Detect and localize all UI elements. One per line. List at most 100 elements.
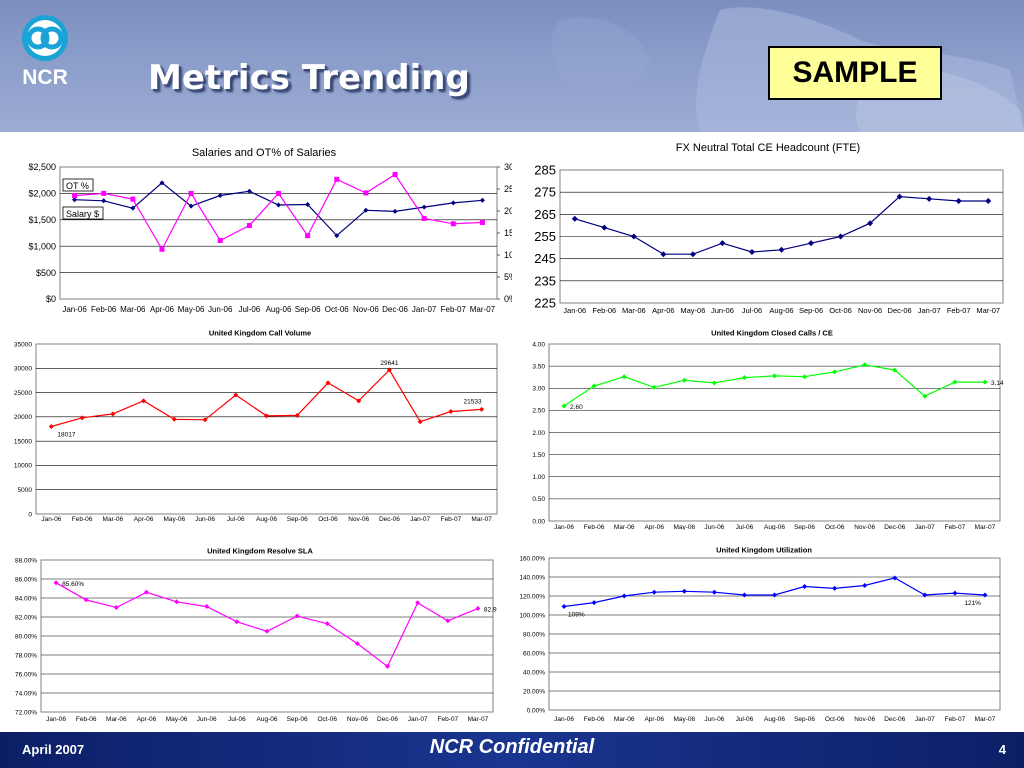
y-tick-label: 140.00% (519, 574, 545, 581)
y2-tick-label: 5% (504, 272, 512, 282)
y-tick-label: 0.00% (527, 707, 546, 714)
y-tick-label: 120.00% (519, 593, 545, 600)
x-tick-label: Dec-06 (888, 306, 912, 315)
y2-tick-label: 25% (504, 184, 512, 194)
y-tick-label: 80.00% (523, 631, 545, 638)
x-tick-label: Jun-06 (704, 524, 724, 530)
chart-title: United Kingdom Call Volume (209, 329, 311, 338)
data-point (772, 592, 777, 598)
x-tick-label: Dec-06 (884, 524, 905, 530)
data-point (305, 233, 311, 239)
chart-title: United Kingdom Closed Calls / CE (711, 329, 833, 338)
x-tick-label: Jun-06 (197, 716, 217, 723)
data-point (450, 200, 456, 206)
x-tick-label: Nov-06 (854, 716, 875, 723)
y-tick-label: 15000 (14, 438, 32, 445)
y-tick-label: 3.50 (532, 363, 545, 370)
data-point (83, 597, 89, 603)
x-tick-label: Jan-06 (554, 524, 574, 530)
footer-date: April 2007 (22, 742, 85, 757)
data-point (445, 618, 451, 624)
data-label: 21533 (464, 398, 482, 405)
x-tick-label: Mar-07 (976, 306, 1000, 315)
x-tick-label: Jan-06 (46, 716, 66, 723)
y-tick-label: 235 (534, 273, 556, 288)
y2-tick-label: 15% (504, 228, 512, 238)
y-tick-label: 74.00% (15, 690, 37, 697)
y2-tick-label: 30% (504, 162, 512, 172)
x-tick-label: Nov-06 (854, 524, 875, 530)
y2-tick-label: 0% (504, 294, 512, 304)
data-point (778, 246, 785, 253)
page-number: 4 (998, 742, 1006, 757)
data-label: 85.60% (62, 581, 84, 588)
x-tick-label: Feb-07 (947, 306, 971, 315)
x-tick-label: May-06 (166, 716, 188, 723)
y2-tick-label: 20% (504, 206, 512, 216)
data-point (174, 599, 180, 605)
y-tick-label: 255 (534, 229, 556, 244)
data-point (896, 193, 903, 200)
legend-label: Salary $ (66, 209, 99, 219)
data-point (354, 641, 360, 647)
x-tick-label: Apr-06 (137, 716, 157, 723)
data-point (867, 220, 874, 227)
data-point (711, 380, 717, 386)
x-tick-label: Sep-06 (295, 305, 321, 314)
x-tick-label: Oct-06 (829, 306, 852, 315)
data-label: 18017 (57, 431, 75, 438)
data-point (234, 619, 240, 625)
y-tick-label: 285 (534, 163, 556, 178)
y-tick-label: $2,000 (28, 189, 56, 199)
y-tick-label: 0.00 (532, 518, 545, 525)
chart-title: United Kingdom Resolve SLA (207, 547, 313, 556)
y-tick-label: 160.00% (519, 555, 545, 562)
x-tick-label: Feb-06 (76, 716, 97, 723)
data-point (143, 589, 149, 595)
x-tick-label: Mar-07 (975, 524, 996, 530)
data-point (561, 603, 567, 609)
x-tick-label: Mar-06 (120, 305, 146, 314)
data-point (832, 585, 838, 591)
data-point (985, 198, 992, 205)
data-point (276, 202, 281, 208)
x-tick-label: Feb-07 (437, 716, 458, 723)
data-point (159, 246, 165, 252)
data-point (479, 219, 485, 225)
x-tick-label: Apr-06 (644, 524, 664, 530)
data-point (651, 384, 657, 390)
data-point (892, 575, 898, 581)
y-tick-label: 5000 (18, 487, 33, 494)
x-tick-label: Jan-07 (918, 306, 941, 315)
y-tick-label: 245 (534, 251, 556, 266)
data-point (421, 215, 427, 221)
y-tick-label: $500 (36, 268, 56, 278)
data-point (926, 195, 933, 202)
x-tick-label: Oct-06 (825, 524, 845, 530)
salaries-ot-chart: Salaries and OT% of Salaries $0 $500 $1,000… (0, 132, 512, 318)
x-tick-label: May-06 (178, 305, 205, 314)
x-tick-label: Jul-06 (742, 306, 762, 315)
data-point (681, 377, 687, 383)
data-label: 109% (568, 611, 585, 618)
data-point (862, 362, 868, 368)
data-point (324, 621, 330, 627)
data-point (72, 193, 78, 199)
x-tick-label: Jun-06 (704, 716, 724, 723)
x-tick-label: Aug-06 (257, 716, 278, 723)
y-tick-label: 265 (534, 207, 556, 222)
data-point (421, 204, 427, 210)
data-point (630, 233, 637, 240)
data-point (689, 251, 696, 258)
data-point (415, 600, 421, 606)
y-tick-label: 225 (534, 296, 556, 311)
x-tick-label: Nov-06 (353, 305, 379, 314)
footer-confidential: NCR Confidential (429, 736, 595, 758)
x-tick-label: Dec-06 (377, 716, 398, 723)
data-point (621, 593, 627, 599)
data-label: 3.14 (991, 380, 1004, 387)
data-point (246, 223, 252, 229)
x-tick-label: Jan-07 (915, 716, 935, 723)
data-point (621, 374, 627, 380)
data-point (591, 600, 597, 606)
